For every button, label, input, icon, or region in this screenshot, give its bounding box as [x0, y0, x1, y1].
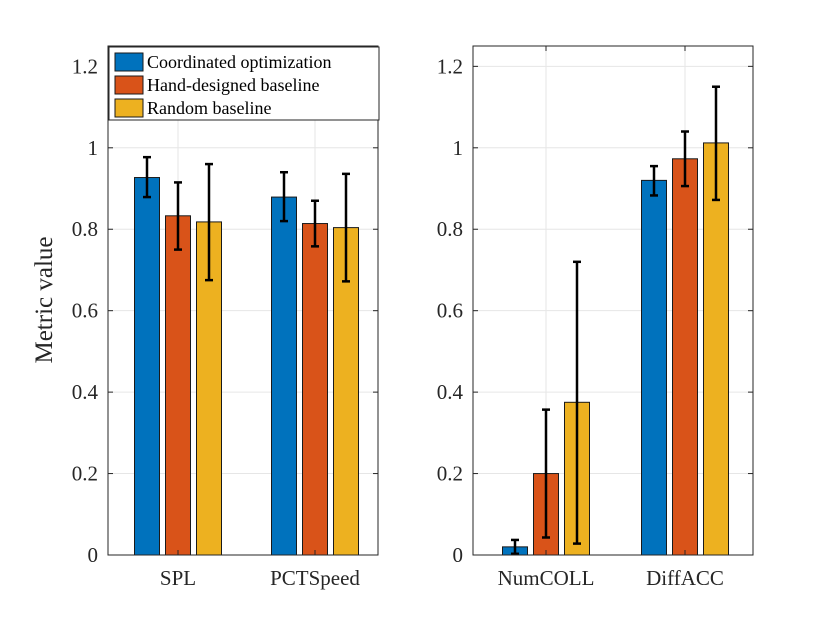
left-ytick-label: 0.6	[72, 299, 98, 323]
legend-label-random: Random baseline	[147, 98, 271, 118]
bar-spl-hand-designed	[165, 215, 191, 556]
left-ytick-label: 0.4	[72, 380, 99, 404]
legend-swatch-random	[114, 98, 144, 118]
left-ytick-label: 0	[88, 543, 99, 567]
errorbar-diffacc-hand-designed	[681, 130, 689, 188]
bar-diffacc-hand-designed	[672, 158, 698, 556]
right-ytick-label: 1	[453, 136, 464, 160]
right-ytick-label: 0	[453, 543, 464, 567]
right-ytick-label: 0.4	[437, 380, 464, 404]
legend-swatch-hand-designed	[114, 75, 144, 95]
left-ytick-label: 0.2	[72, 462, 98, 486]
right-ytick-label: 0.2	[437, 462, 463, 486]
left-axes-box	[107, 45, 379, 556]
left-ytick-label: 1	[88, 136, 99, 160]
errorbar-numcoll-random	[573, 260, 581, 545]
legend-swatch-coordinated	[114, 52, 144, 72]
left-panel: 0 0.2 0.4 0.6 0.8 1 1.2 SPL PCTSpeed	[72, 45, 379, 590]
bar-pctspeed-hand-designed	[302, 223, 328, 556]
left-ytick-label: 0.8	[72, 217, 98, 241]
errorbar-spl-coordinated	[143, 155, 151, 199]
errorbar-pctspeed-hand-designed	[311, 199, 319, 248]
xtick-label-numcoll: NumCOLL	[498, 566, 595, 590]
errorbar-numcoll-coordinated	[511, 538, 519, 556]
errorbar-diffacc-coordinated	[650, 164, 658, 197]
legend: Coordinated optimization Hand-designed b…	[108, 46, 380, 121]
errorbar-spl-hand-designed	[174, 181, 182, 251]
right-ytick-label: 1.2	[437, 54, 463, 78]
errorbar-pctspeed-random	[342, 172, 350, 283]
left-ytick-label: 1.2	[72, 54, 98, 78]
errorbar-diffacc-random	[712, 85, 720, 202]
right-panel: 0 0.2 0.4 0.6 0.8 1 1.2 NumCOLL DiffACC	[437, 45, 754, 590]
errorbar-numcoll-hand-designed	[542, 408, 550, 539]
y-axis-label: Metric value	[31, 236, 58, 363]
bar-spl-coordinated	[134, 177, 160, 556]
right-ytick-label: 0.8	[437, 217, 463, 241]
errorbar-pctspeed-coordinated	[280, 170, 288, 223]
xtick-label-pctspeed: PCTSpeed	[270, 566, 360, 590]
errorbar-spl-random	[205, 162, 213, 282]
right-ytick-label: 0.6	[437, 299, 463, 323]
bar-pctspeed-coordinated	[271, 196, 297, 556]
right-axes-box	[472, 45, 754, 556]
xtick-label-diffacc: DiffACC	[646, 566, 724, 590]
legend-label-hand-designed: Hand-designed baseline	[147, 75, 319, 95]
xtick-label-spl: SPL	[160, 566, 196, 590]
legend-box	[108, 46, 380, 121]
bar-diffacc-random	[703, 142, 729, 556]
legend-label-coordinated: Coordinated optimization	[147, 52, 331, 72]
bar-diffacc-coordinated	[641, 179, 667, 556]
